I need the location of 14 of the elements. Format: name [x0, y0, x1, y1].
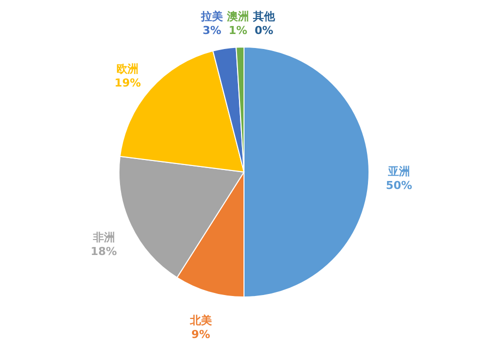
slice-label: 欧洲 [116, 62, 139, 76]
data-label: 19% [114, 76, 141, 90]
data-label: 9% [191, 328, 210, 341]
slice-label: 亚洲 [387, 165, 410, 178]
category-label: 其他 [253, 10, 275, 23]
slice-label: 北美 [188, 314, 212, 327]
data-label: 50% [386, 179, 412, 192]
slice-label: 拉美 [200, 10, 223, 23]
data-label: 3% [202, 24, 222, 37]
data-label: 18% [90, 244, 117, 258]
text: 0% [254, 24, 274, 37]
slice-label: 非洲 [92, 230, 115, 244]
slice-label: 澳洲 [226, 10, 249, 23]
data-label: 1% [228, 24, 248, 37]
